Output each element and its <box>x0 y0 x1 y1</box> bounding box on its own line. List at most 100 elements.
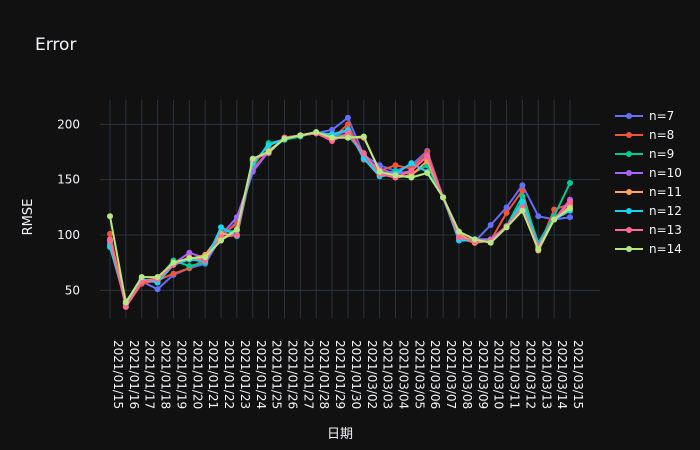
data-point <box>408 160 415 167</box>
data-point <box>344 134 351 141</box>
data-point <box>519 187 526 194</box>
data-point <box>170 259 177 266</box>
data-point <box>170 270 177 277</box>
series-n=14 <box>107 129 573 306</box>
data-point <box>297 132 304 139</box>
legend-item-n=13[interactable]: n=13 <box>615 223 682 237</box>
x-tick-label: 2021/01/19 <box>174 340 188 409</box>
legend-item-n=12[interactable]: n=12 <box>615 204 682 218</box>
legend-swatch-marker <box>626 170 632 176</box>
x-tick-label: 2021/01/18 <box>159 340 173 409</box>
data-point <box>233 232 240 239</box>
data-point <box>455 234 462 241</box>
legend-swatch-marker <box>626 151 632 157</box>
legend-label: n=7 <box>649 109 674 123</box>
data-point <box>455 228 462 235</box>
legend-item-n=7[interactable]: n=7 <box>615 109 674 123</box>
x-axis-label: 日期 <box>327 427 353 442</box>
data-point <box>567 214 573 221</box>
x-tick-label: 2021/01/15 <box>111 340 125 409</box>
x-tick-label: 2021/03/11 <box>508 340 522 409</box>
x-tick-label: 2021/03/08 <box>460 340 474 409</box>
legend-swatch-marker <box>626 246 632 252</box>
data-point <box>218 224 225 231</box>
legend-swatch-marker <box>626 113 632 119</box>
data-point <box>360 133 367 140</box>
y-axis: 50 100 150 200 <box>57 117 80 297</box>
x-tick-label: 2021/03/10 <box>492 340 506 409</box>
legend-item-n=9[interactable]: n=9 <box>615 147 674 161</box>
data-point <box>551 216 558 223</box>
data-point <box>503 224 510 231</box>
data-point <box>471 236 478 243</box>
data-point <box>503 209 510 216</box>
data-point <box>202 254 209 261</box>
data-point <box>440 194 447 201</box>
data-point <box>329 126 336 133</box>
x-axis: 2021/01/15 2021/01/16 2021/01/17 2021/01/18… <box>111 340 585 409</box>
data-point <box>360 155 367 162</box>
data-point <box>503 204 510 211</box>
data-point <box>281 135 288 142</box>
data-point <box>535 213 542 220</box>
data-point <box>519 193 526 200</box>
x-tick-label: 2021/03/12 <box>523 340 537 409</box>
data-point <box>344 121 351 128</box>
legend-label: n=9 <box>649 147 674 161</box>
data-point <box>344 130 351 137</box>
legend-label: n=13 <box>649 223 682 237</box>
data-point <box>567 179 573 186</box>
legend-label: n=11 <box>649 185 682 199</box>
data-point <box>138 274 145 281</box>
x-tick-label: 2021/03/14 <box>555 340 569 409</box>
y-tick-label: 50 <box>65 283 80 297</box>
data-point <box>424 170 431 177</box>
data-point <box>567 205 573 212</box>
x-tick-label: 2021/03/07 <box>444 340 458 409</box>
legend-item-n=8[interactable]: n=8 <box>615 128 674 142</box>
legend-label: n=12 <box>649 204 682 218</box>
x-tick-label: 2021/01/26 <box>285 340 299 409</box>
data-point <box>218 237 225 244</box>
data-point <box>154 286 161 293</box>
grid <box>100 100 600 318</box>
data-point <box>567 198 573 205</box>
x-tick-label: 2021/01/27 <box>301 340 315 409</box>
legend-item-n=11[interactable]: n=11 <box>615 185 682 199</box>
x-tick-label: 2021/01/22 <box>222 340 236 409</box>
data-point <box>392 162 399 169</box>
data-point <box>186 249 193 256</box>
x-tick-label: 2021/01/28 <box>317 340 331 409</box>
data-point <box>329 134 336 141</box>
data-point <box>186 262 193 269</box>
y-tick-label: 200 <box>57 117 80 131</box>
legend-label: n=10 <box>649 166 682 180</box>
chart-title: Error <box>35 35 76 55</box>
x-tick-label: 2021/03/13 <box>539 340 553 409</box>
data-point <box>122 303 129 310</box>
x-tick-label: 2021/01/23 <box>238 340 252 409</box>
x-tick-label: 2021/03/05 <box>412 340 426 409</box>
data-point <box>344 114 351 121</box>
x-tick-label: 2021/01/17 <box>143 340 157 409</box>
x-tick-label: 2021/01/29 <box>333 340 347 409</box>
data-point <box>408 174 415 181</box>
x-tick-label: 2021/03/09 <box>476 340 490 409</box>
legend[interactable]: n=7 n=8 n=9 n=10 n=11 n=12 n=13 n=14 <box>615 109 682 256</box>
x-tick-label: 2021/01/30 <box>349 340 363 409</box>
legend-item-n=14[interactable]: n=14 <box>615 242 682 256</box>
legend-item-n=10[interactable]: n=10 <box>615 166 682 180</box>
data-point <box>487 239 494 246</box>
data-point <box>519 207 526 214</box>
x-tick-label: 2021/01/20 <box>190 340 204 409</box>
legend-label: n=8 <box>649 128 674 142</box>
data-point <box>408 167 415 174</box>
x-tick-label: 2021/01/21 <box>206 340 220 409</box>
data-point <box>154 274 161 281</box>
data-point <box>186 255 193 262</box>
data-point <box>392 172 399 179</box>
data-point <box>249 155 256 162</box>
data-point <box>265 149 272 156</box>
